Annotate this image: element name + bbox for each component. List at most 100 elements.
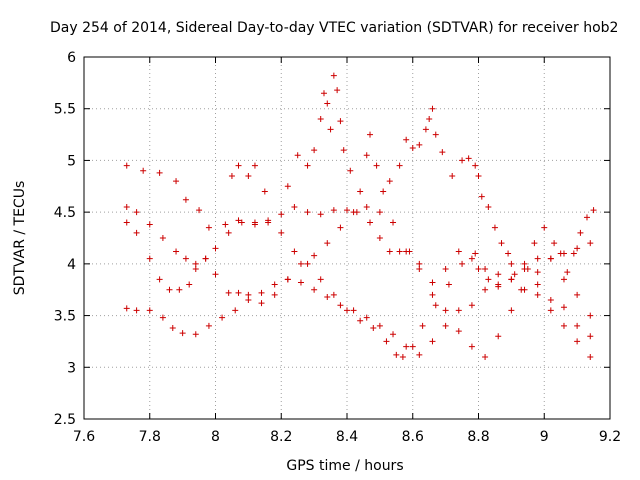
data-point-track-d <box>482 353 489 360</box>
data-point-scatter-excursions <box>551 240 558 247</box>
data-point-track-b <box>251 219 258 226</box>
data-point-track-d <box>284 276 291 283</box>
data-point-track-b <box>159 235 166 241</box>
data-point-track-a <box>386 248 393 255</box>
data-point-track-d <box>258 300 265 307</box>
data-point-scatter-excursions <box>327 126 334 133</box>
data-point-track-a <box>574 322 581 329</box>
data-point-track-a <box>485 276 492 283</box>
y-tick-label: 3.5 <box>54 309 76 325</box>
data-point-track-a <box>547 297 554 304</box>
data-point-scatter-excursions <box>304 162 311 169</box>
data-point-track-d <box>133 229 140 236</box>
data-point-track-b <box>212 245 219 252</box>
data-point-scatter-excursions <box>337 118 344 125</box>
grid <box>84 57 610 419</box>
x-axis-label: GPS time / hours <box>286 458 403 474</box>
data-point-scatter-excursions <box>475 172 482 179</box>
data-point-scatter-excursions <box>340 147 347 154</box>
data-point-track-a <box>442 266 449 273</box>
data-point-scatter-excursions <box>403 136 410 143</box>
data-point-track-c <box>468 302 475 309</box>
data-point-scatter-excursions <box>541 224 548 231</box>
data-point-track-d <box>271 291 278 298</box>
data-point-track-c <box>376 322 383 329</box>
data-point-track-c <box>192 331 199 338</box>
data-point-track-d <box>403 248 410 255</box>
data-point-scatter-excursions <box>357 188 364 195</box>
y-tick-label: 3 <box>67 360 76 376</box>
data-point-track-b <box>370 324 377 331</box>
x-tick-label: 9 <box>540 429 549 445</box>
data-point-track-a <box>278 211 285 218</box>
data-point-track-d <box>442 307 449 314</box>
data-point-track-b <box>587 312 594 319</box>
data-point-track-c <box>429 338 436 345</box>
data-point-track-c <box>133 307 140 314</box>
data-point-track-c <box>560 322 567 329</box>
data-point-track-d <box>235 289 242 296</box>
x-tick-label: 9.2 <box>599 429 621 445</box>
data-point-track-b <box>182 255 189 262</box>
data-point-track-b <box>534 255 541 262</box>
data-point-track-c <box>587 353 594 360</box>
data-point-track-b <box>133 209 140 216</box>
data-point-track-c <box>245 297 252 304</box>
data-point-track-a <box>291 203 298 210</box>
data-point-track-c <box>232 307 239 314</box>
data-point-track-b <box>574 291 581 298</box>
data-point-scatter-excursions <box>416 141 423 148</box>
data-point-track-d <box>350 209 357 216</box>
data-point-track-a <box>521 260 528 267</box>
data-point-track-d <box>416 266 423 273</box>
data-point-scatter-excursions <box>324 100 331 107</box>
data-point-track-d <box>324 240 331 247</box>
data-point-track-c <box>574 338 581 345</box>
data-point-track-b <box>383 338 390 345</box>
data-point-scatter-excursions <box>491 224 498 231</box>
data-point-track-b <box>173 248 180 255</box>
data-point-scatter-excursions <box>386 178 393 185</box>
data-point-track-b <box>192 260 199 267</box>
data-point-scatter-excursions <box>311 147 318 154</box>
data-point-scatter-excursions <box>320 90 327 97</box>
data-point-track-c <box>219 314 226 321</box>
data-point-scatter-excursions <box>498 240 505 247</box>
data-point-track-b <box>560 276 567 283</box>
data-point-track-b <box>225 229 232 236</box>
data-point-track-b <box>317 276 324 283</box>
data-point-track-b <box>238 219 245 226</box>
data-point-track-d <box>429 291 436 298</box>
data-point-track-d <box>495 333 502 340</box>
data-point-scatter-excursions <box>511 271 518 278</box>
data-point-track-a <box>534 281 541 288</box>
data-point-track-a <box>396 248 403 255</box>
data-point-track-b <box>291 248 298 255</box>
data-point-track-d <box>245 291 252 298</box>
data-point-track-c <box>350 307 357 314</box>
data-point-scatter-excursions <box>261 188 268 195</box>
data-point-track-c <box>442 322 449 329</box>
y-axis-label: SDTVAR / TECUs <box>12 181 28 296</box>
data-point-track-c <box>258 289 265 296</box>
data-point-track-d <box>311 252 318 259</box>
data-point-track-a <box>235 217 242 224</box>
y-tick-label: 5 <box>67 153 76 169</box>
data-point-track-d <box>156 276 163 283</box>
data-point-track-a <box>376 235 383 241</box>
y-tick-label: 5.5 <box>54 102 76 118</box>
data-point-track-c <box>123 305 130 312</box>
data-point-track-a <box>416 260 423 267</box>
data-point-track-d <box>337 224 344 231</box>
data-point-track-a <box>455 248 462 255</box>
y-tick-label: 4.5 <box>54 205 76 221</box>
data-point-scatter-excursions <box>439 149 446 156</box>
data-point-track-b <box>265 217 272 224</box>
data-point-track-b <box>330 291 337 298</box>
data-point-track-b <box>419 322 426 329</box>
data-point-track-b <box>432 302 439 309</box>
data-point-track-d <box>534 269 541 276</box>
x-tick-label: 7.6 <box>73 429 95 445</box>
y-tick-label: 4 <box>67 257 76 273</box>
data-point-scatter-excursions <box>478 193 485 200</box>
